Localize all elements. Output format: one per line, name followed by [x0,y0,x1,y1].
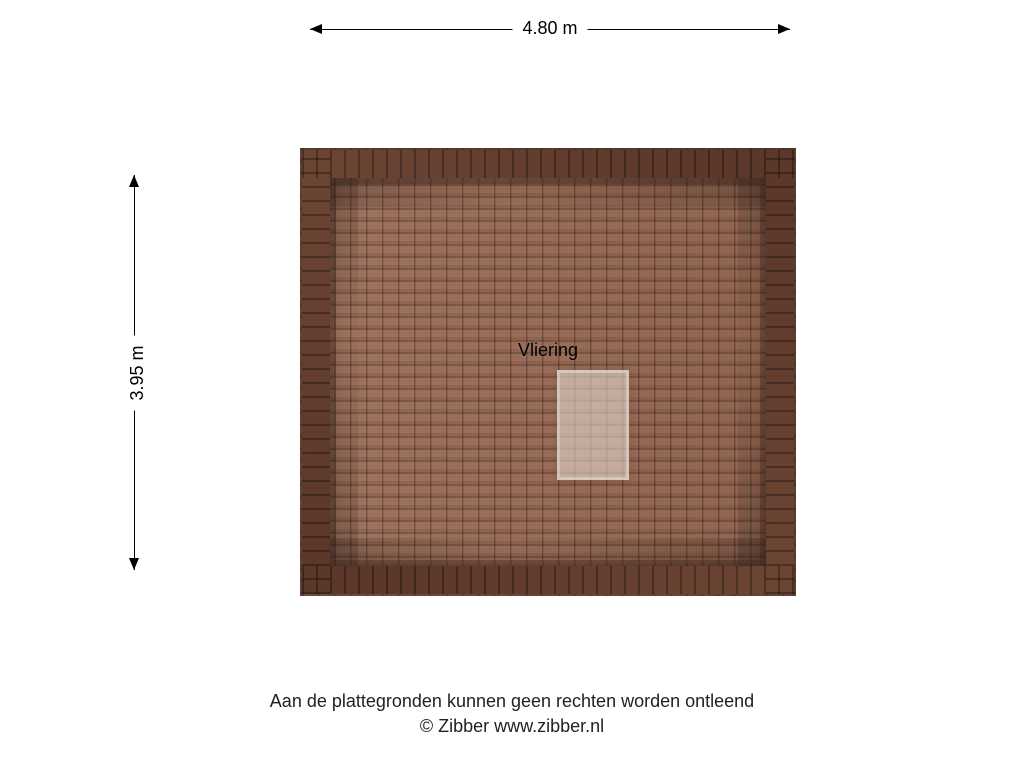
arrow-right-icon [778,24,790,34]
arrow-down-icon [129,558,139,570]
dimension-width: 4.80 m [310,15,790,45]
dimension-height: 3.95 m [120,175,150,570]
roof-plan: Vliering [300,148,796,596]
attribution-footer: Aan de plattegronden kunnen geen rechten… [0,689,1024,738]
footer-line-1: Aan de plattegronden kunnen geen rechten… [0,689,1024,713]
skylight [557,370,629,480]
arrow-left-icon [310,24,322,34]
footer-line-2: © Zibber www.zibber.nl [0,714,1024,738]
room-label: Vliering [518,340,578,361]
arrow-up-icon [129,175,139,187]
roof-ridge-border [302,150,794,594]
roof-inner-shadow [330,178,766,566]
dimension-height-label: 3.95 m [127,335,148,410]
dimension-width-label: 4.80 m [512,18,587,39]
